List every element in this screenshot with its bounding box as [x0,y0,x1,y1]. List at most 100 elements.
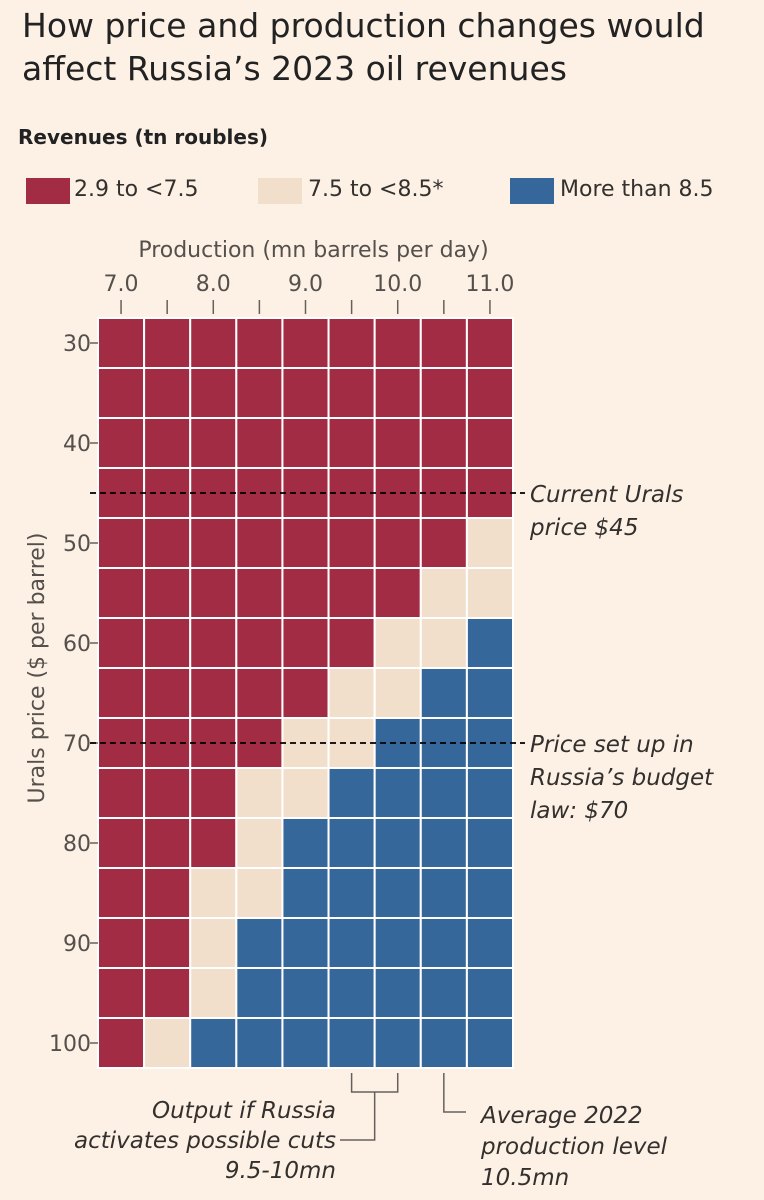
heatmap-cell [465,567,514,619]
heatmap-cell [373,767,422,819]
legend-label-high: More than 8.5 [560,177,714,202]
heatmap-cell [189,617,238,669]
heatmap-cell [97,917,146,969]
heatmap-cell [419,1017,468,1069]
heatmap-cell [235,867,284,919]
heatmap-cell [281,667,330,719]
chart-title: How price and production changes would a… [22,6,705,88]
heatmap-cell [281,317,330,369]
heatmap-cell [143,967,192,1019]
cuts-annotation: activates possible cuts [74,1128,336,1154]
heatmap-cell [143,617,192,669]
heatmap-cell [189,417,238,469]
heatmap-cell [419,617,468,669]
heatmap-cell [97,1017,146,1069]
heatmap-cell [97,417,146,469]
reference-label: Price set up in [530,732,694,758]
heatmap-cell [189,667,238,719]
heatmap-cell [143,767,192,819]
heatmap-cell [465,767,514,819]
heatmap-cell [281,617,330,669]
legend-swatch-low [26,178,70,204]
heatmap-cell [97,617,146,669]
avg-2022-leader [443,1073,466,1113]
legend-swatch-high [510,178,554,204]
reference-label: price $45 [529,515,638,541]
heatmap-cell [373,517,422,569]
heatmap-cell [189,867,238,919]
avg-2022-annotation: 10.5mn [481,1165,569,1191]
cuts-annotation: 9.5-10mn [225,1158,336,1184]
heatmap-cell [281,867,330,919]
heatmap-cell [419,517,468,569]
y-tick-label: 60 [63,632,91,657]
heatmap-cell [235,517,284,569]
heatmap-cell [373,967,422,1019]
heatmap-cell [373,417,422,469]
heatmap-cell [419,917,468,969]
heatmap-cell [419,317,468,369]
heatmap-cell [143,667,192,719]
y-tick-label: 70 [63,732,91,757]
heatmap-cell [327,767,376,819]
reference-label: Current Urals [530,482,683,508]
heatmap-cell [327,867,376,919]
heatmap-cell [373,667,422,719]
heatmap-cell [97,367,146,419]
heatmap-cell [235,617,284,669]
heatmap-cell [419,367,468,419]
y-tick-label: 30 [63,332,91,357]
heatmap-cell [465,817,514,869]
heatmap-cell [189,317,238,369]
heatmap-cell [327,517,376,569]
heatmap-cell [419,867,468,919]
heatmap-cell [97,967,146,1019]
heatmap-cell [419,667,468,719]
heatmap-cell [189,967,238,1019]
heatmap-cell [419,967,468,1019]
x-axis-label: Production (mn barrels per day) [138,238,488,263]
y-tick-label: 100 [49,1032,91,1057]
heatmap-cell [281,817,330,869]
heatmap-cell [143,417,192,469]
heatmap-cell [327,417,376,469]
heatmap-cell [465,617,514,669]
heatmap-cell [189,767,238,819]
heatmap-cell [465,1017,514,1069]
heatmap-cell [327,317,376,369]
heatmap-cell [373,317,422,369]
heatmap-cell [327,617,376,669]
heatmap-cell [373,367,422,419]
x-tick-label: 8.0 [196,272,231,297]
heatmap-cell [235,767,284,819]
heatmap-cell [235,567,284,619]
heatmap-cell [373,567,422,619]
heatmap-cell [327,567,376,619]
legend-swatch-mid [258,178,302,204]
heatmap-cell [189,817,238,869]
heatmap-cell [235,417,284,469]
heatmap-cell [189,517,238,569]
heatmap-cell [373,917,422,969]
heatmap-cell [373,1017,422,1069]
heatmap-cell [97,317,146,369]
heatmap-cell [235,667,284,719]
legend: 2.9 to <7.5 7.5 to <8.5* More than 8.5 [0,176,764,206]
heatmap-cell [327,917,376,969]
heatmap-cell [143,317,192,369]
heatmap-cell [465,517,514,569]
y-tick-label: 80 [63,832,91,857]
y-axis-label: Urals price ($ per barrel) [25,533,50,804]
heatmap-cell [143,817,192,869]
heatmap-cell [281,917,330,969]
heatmap-cell [189,367,238,419]
x-tick-label: 9.0 [288,272,323,297]
heatmap-cell [235,1017,284,1069]
heatmap-cell [143,1017,192,1069]
y-tick-label: 90 [63,932,91,957]
heatmap-cell [327,817,376,869]
heatmap-cell [281,1017,330,1069]
heatmap-cell [143,567,192,619]
heatmap-cell [373,817,422,869]
